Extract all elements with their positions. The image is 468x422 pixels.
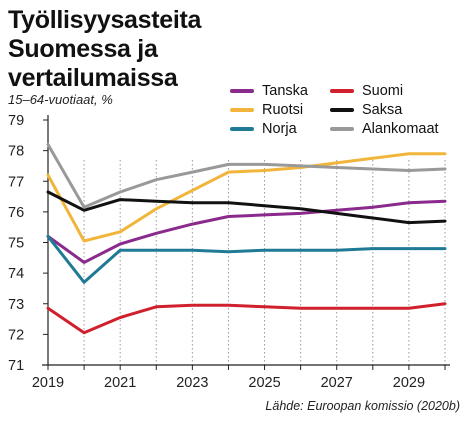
- x-tick-label-2025: 2025: [248, 375, 280, 391]
- source-note: Lähde: Euroopan komissio (2020b): [265, 399, 460, 413]
- y-tick-label-76: 76: [8, 205, 24, 221]
- y-tick-label-72: 72: [8, 327, 24, 343]
- y-tick-label-73: 73: [8, 297, 24, 313]
- chart-grid: [83, 160, 446, 365]
- y-tick-label-71: 71: [8, 358, 24, 374]
- x-tick-label-2021: 2021: [104, 375, 136, 391]
- y-tick-label-78: 78: [8, 144, 24, 160]
- x-tick-label-2027: 2027: [321, 375, 353, 391]
- chart-subtitle: 15–64-vuotiaat, %: [8, 92, 113, 107]
- y-tick-label-75: 75: [8, 236, 24, 252]
- x-tick-label-2019: 2019: [32, 375, 64, 391]
- y-tick-label-77: 77: [8, 174, 24, 190]
- series-lines: [46, 143, 447, 335]
- y-tick-label-79: 79: [8, 113, 24, 129]
- series-line-ruotsi: [46, 152, 447, 243]
- series-line-norja: [46, 234, 447, 284]
- series-line-suomi: [46, 302, 447, 335]
- x-tick-label-2029: 2029: [393, 375, 425, 391]
- x-tick-label-2023: 2023: [176, 375, 208, 391]
- series-line-tanska: [46, 199, 447, 264]
- series-line-saksa: [46, 190, 447, 225]
- tick-labels: 71 72 73 74 75 76 77 78 79 2019 2021 2023 2025 2027 20…: [8, 113, 425, 391]
- chart-title: Työllisyysasteita Suomessa ja vertailuma…: [8, 6, 202, 92]
- series-line-alankomaat: [46, 143, 447, 209]
- y-tick-label-74: 74: [8, 266, 24, 282]
- chart-axes: [42, 115, 450, 370]
